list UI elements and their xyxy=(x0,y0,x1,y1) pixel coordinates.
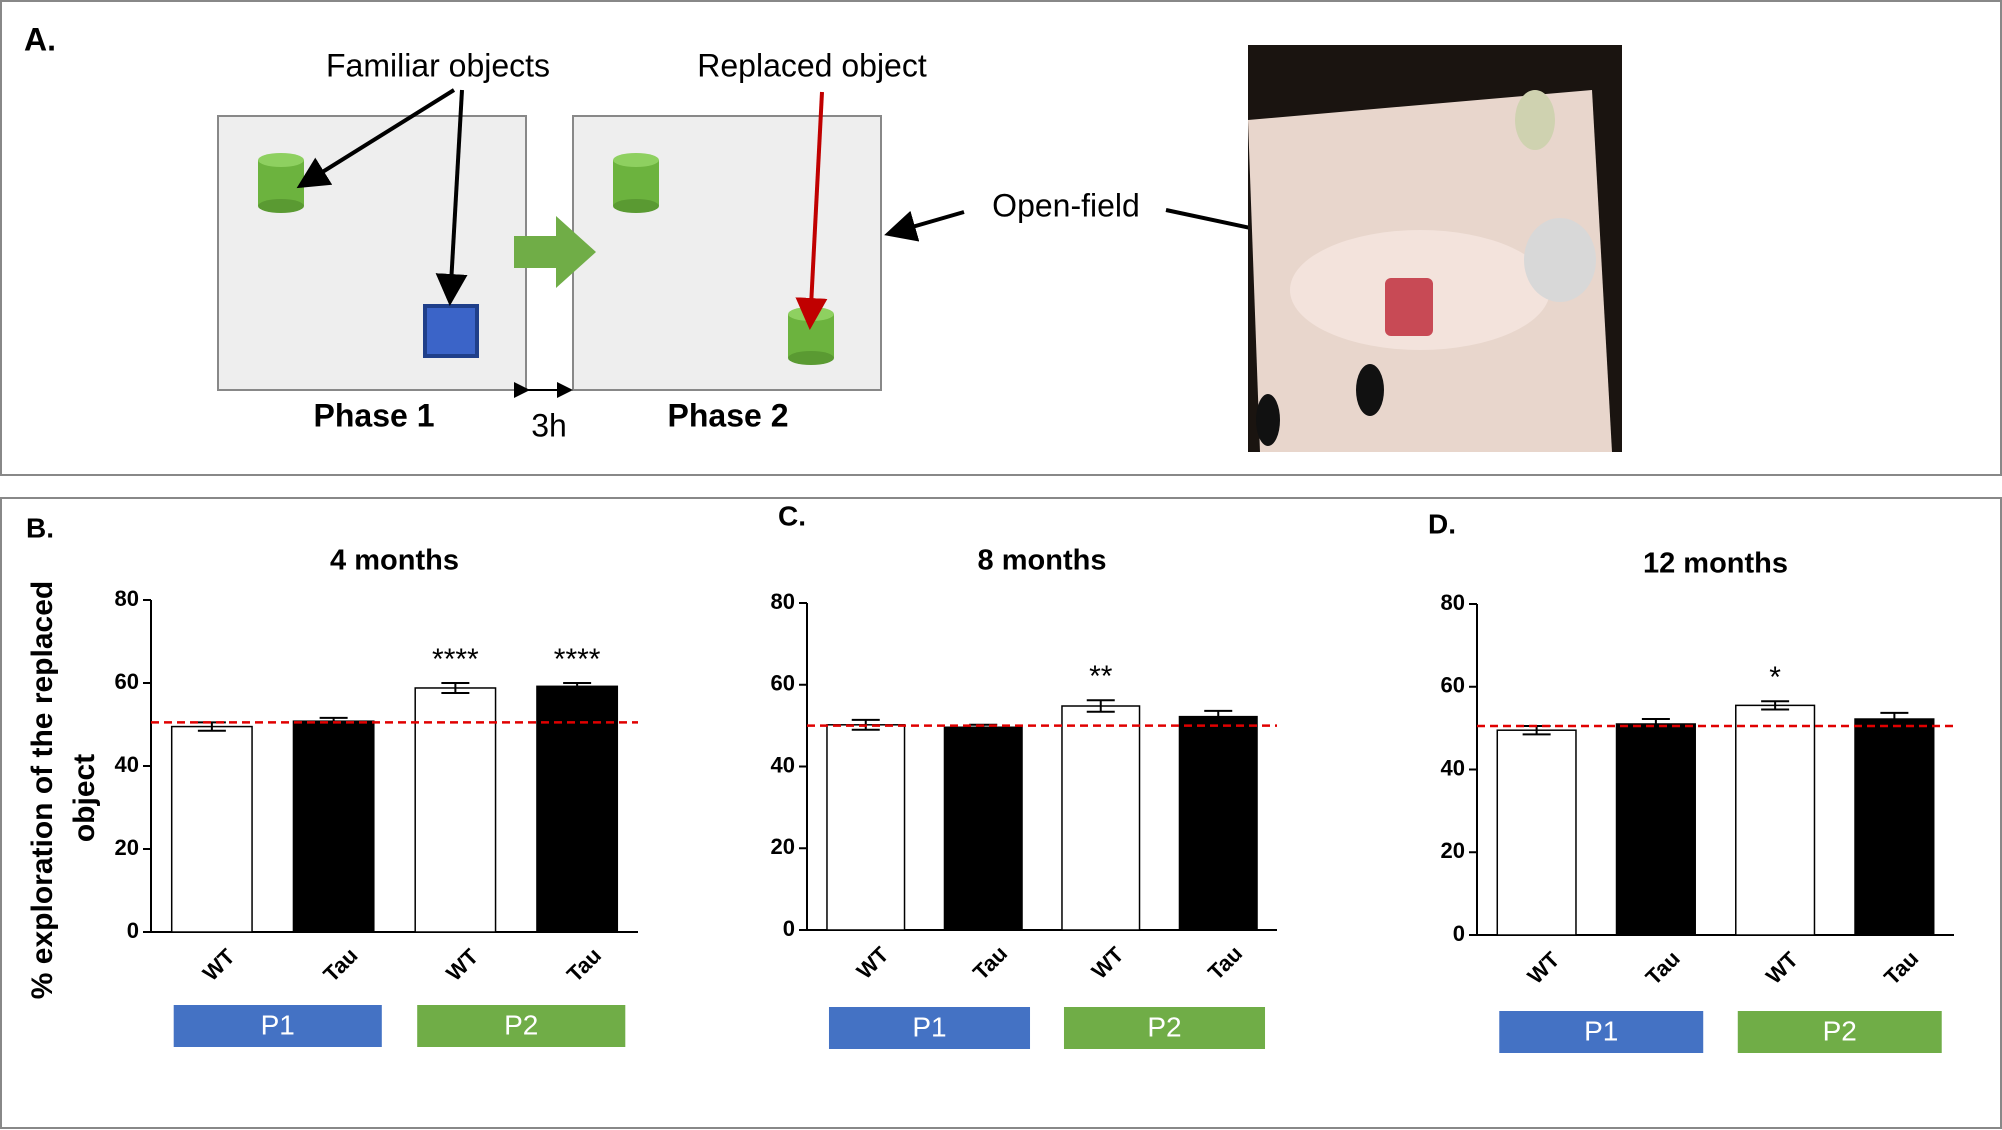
y-tick-label: 20 xyxy=(115,835,139,860)
cylinder xyxy=(258,153,304,213)
x-tick-label: WT xyxy=(441,943,483,985)
significance: ** xyxy=(1089,660,1113,693)
label: Phase 1 xyxy=(314,397,435,433)
panel-label: D. xyxy=(1428,508,1456,539)
group-box xyxy=(1499,1011,1704,1053)
group-label: P1 xyxy=(912,1011,946,1042)
y-tick-label: 0 xyxy=(1453,921,1465,946)
group-label: P2 xyxy=(1147,1011,1181,1042)
label: Familiar objects xyxy=(326,47,550,83)
x-tick-label: Tau xyxy=(318,943,362,987)
x-tick-label: WT xyxy=(852,941,894,983)
error-bar xyxy=(441,682,470,694)
arrow xyxy=(296,88,456,189)
arrow-red xyxy=(795,91,828,330)
significance: **** xyxy=(554,643,601,676)
error-bar xyxy=(1086,699,1115,713)
group-box xyxy=(417,1005,626,1047)
chart-title: 8 months xyxy=(978,545,1107,577)
error-bar xyxy=(563,682,592,691)
phase-arrow xyxy=(514,216,596,288)
bar xyxy=(292,720,375,933)
y-tick-label: 40 xyxy=(115,752,139,777)
chart-title: 4 months xyxy=(330,545,459,577)
group-label: P2 xyxy=(504,1009,538,1040)
cube xyxy=(423,304,479,358)
arrow xyxy=(435,89,468,306)
arrow xyxy=(884,210,965,242)
label: Phase 2 xyxy=(668,397,789,433)
group-box xyxy=(828,1007,1031,1049)
x-tick-label: Tau xyxy=(968,941,1012,985)
y-tick-label: 80 xyxy=(1441,590,1465,615)
x-tick-label: Tau xyxy=(1641,946,1685,990)
bar xyxy=(170,725,253,933)
bar xyxy=(1061,705,1141,931)
bar xyxy=(1496,729,1577,936)
panel-label: A. xyxy=(24,21,56,57)
y-tick-label: 80 xyxy=(771,589,795,614)
bar xyxy=(1735,704,1816,936)
y-tick-label: 0 xyxy=(783,916,795,941)
label: Open-field xyxy=(992,187,1140,223)
group-box xyxy=(1737,1011,1942,1053)
error-bar xyxy=(1641,718,1670,730)
y-tick-label: 20 xyxy=(771,834,795,859)
bar xyxy=(826,724,906,931)
bar xyxy=(414,687,497,933)
y-axis-label: object xyxy=(68,754,101,842)
x-tick-label: WT xyxy=(1761,946,1803,988)
x-tick-label: Tau xyxy=(1203,941,1247,985)
x-tick-label: WT xyxy=(1087,941,1129,983)
y-tick-label: 0 xyxy=(127,918,139,943)
x-tick-label: Tau xyxy=(1879,946,1923,990)
photo xyxy=(1248,45,1622,452)
cylinder xyxy=(613,153,659,213)
y-tick-label: 20 xyxy=(1441,838,1465,863)
y-tick-label: 40 xyxy=(771,752,795,777)
group-box xyxy=(1063,1007,1266,1049)
y-tick-label: 60 xyxy=(1441,673,1465,698)
bar xyxy=(943,726,1023,931)
panel-a-border xyxy=(0,0,2002,476)
x-tick-label: WT xyxy=(1523,946,1565,988)
y-tick-label: 60 xyxy=(115,669,139,694)
bar xyxy=(536,685,619,933)
panel-label: B. xyxy=(26,512,54,543)
bar xyxy=(1854,718,1935,936)
significance: * xyxy=(1769,661,1781,694)
y-tick-label: 60 xyxy=(771,671,795,696)
x-tick-label: WT xyxy=(198,943,240,985)
y-tick-label: 80 xyxy=(115,586,139,611)
group-label: P1 xyxy=(1584,1015,1618,1046)
y-tick-label: 40 xyxy=(1441,755,1465,780)
bar xyxy=(1615,723,1696,936)
y-axis-label: % exploration of the replaced xyxy=(26,581,59,999)
group-label: P1 xyxy=(261,1009,295,1040)
error-bar xyxy=(1204,709,1233,724)
panel-label: C. xyxy=(778,500,806,531)
label: Replaced object xyxy=(697,47,927,83)
label: 3h xyxy=(531,407,567,443)
bar xyxy=(1178,715,1258,931)
error-bar xyxy=(1761,700,1790,711)
group-label: P2 xyxy=(1823,1015,1857,1046)
chart-title: 12 months xyxy=(1643,548,1788,580)
significance: **** xyxy=(432,643,479,676)
group-box xyxy=(173,1005,382,1047)
x-tick-label: Tau xyxy=(562,943,606,987)
panel-bcd-border xyxy=(0,497,2002,1129)
